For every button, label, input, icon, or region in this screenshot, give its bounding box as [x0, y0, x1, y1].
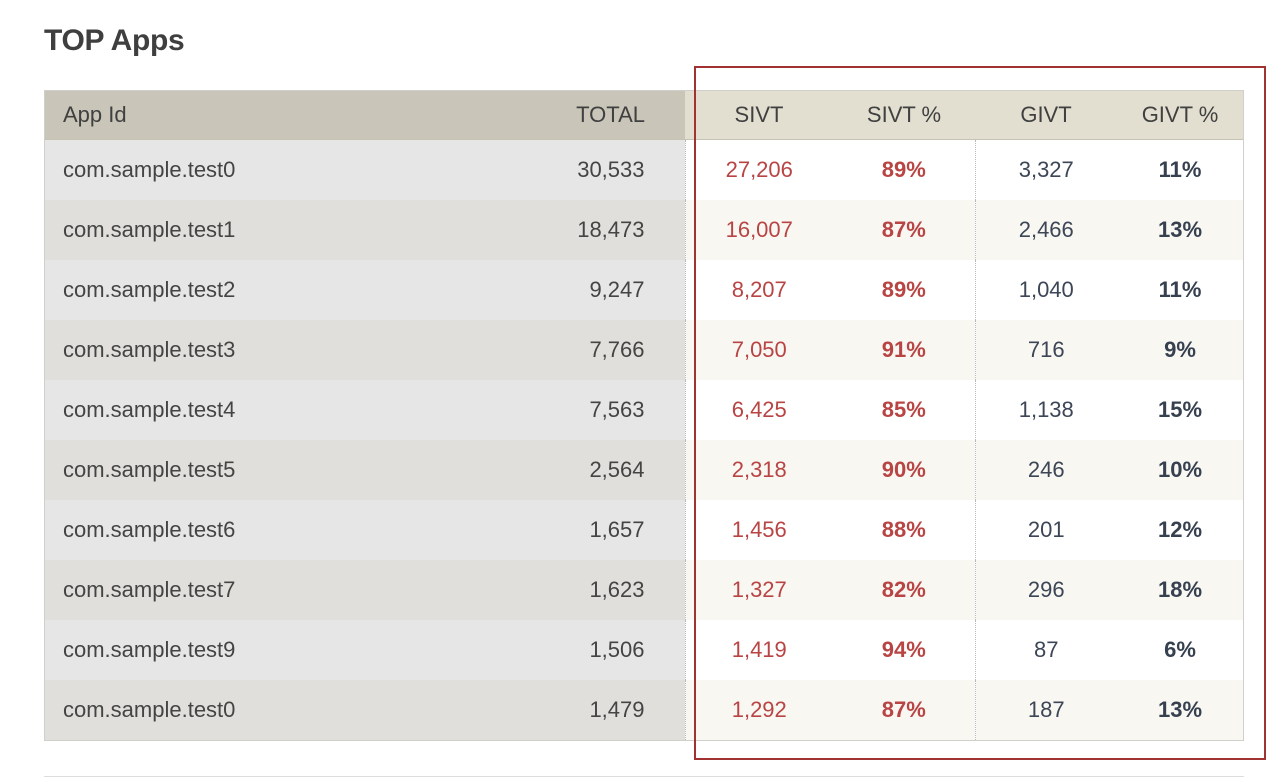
cell-sivt: 6,425	[684, 380, 833, 440]
cell-app-id: com.sample.test1	[45, 200, 515, 260]
cell-givt-pct: 6%	[1117, 620, 1243, 680]
cell-total: 7,766	[515, 320, 685, 380]
cell-app-id: com.sample.test9	[45, 620, 515, 680]
cell-givt-pct: 9%	[1117, 320, 1243, 380]
cell-givt-pct: 15%	[1117, 380, 1243, 440]
cell-givt: 1,138	[974, 380, 1117, 440]
column-header-app-id[interactable]: App Id	[45, 91, 515, 140]
cell-sivt: 27,206	[684, 139, 833, 200]
cell-app-id: com.sample.test4	[45, 380, 515, 440]
cell-sivt-pct: 87%	[833, 200, 975, 260]
cell-givt: 87	[974, 620, 1117, 680]
table-body: com.sample.test0 30,533 27,206 89% 3,327 11% c…	[45, 139, 1243, 740]
cell-givt-pct: 18%	[1117, 560, 1243, 620]
cell-givt: 187	[974, 680, 1117, 740]
cell-givt: 1,040	[974, 260, 1117, 320]
cell-sivt-pct: 89%	[833, 260, 975, 320]
column-header-givt[interactable]: GIVT	[975, 91, 1117, 140]
cell-sivt-pct: 90%	[833, 440, 975, 500]
column-header-sivt[interactable]: SIVT	[685, 91, 833, 140]
cell-total: 1,479	[515, 680, 685, 740]
cell-sivt-pct: 87%	[833, 680, 975, 740]
cell-app-id: com.sample.test3	[45, 320, 515, 380]
table-row[interactable]: com.sample.test2 9,247 8,207 89% 1,040 11%	[45, 260, 1243, 320]
cell-givt-pct: 13%	[1117, 680, 1243, 740]
top-apps-table: App Id TOTAL SIVT SIVT % GIVT GIVT % com…	[44, 90, 1244, 741]
cell-sivt-pct: 94%	[833, 620, 975, 680]
table-row[interactable]: com.sample.test3 7,766 7,050 91% 716 9%	[45, 320, 1243, 380]
cell-sivt: 1,292	[684, 680, 833, 740]
cell-app-id: com.sample.test5	[45, 440, 515, 500]
cell-total: 2,564	[515, 440, 685, 500]
cell-givt: 716	[974, 320, 1117, 380]
apps-table: App Id TOTAL SIVT SIVT % GIVT GIVT % com…	[45, 91, 1243, 740]
cell-givt-pct: 11%	[1117, 139, 1243, 200]
cell-total: 1,623	[515, 560, 685, 620]
cell-app-id: com.sample.test0	[45, 139, 515, 200]
cell-app-id: com.sample.test2	[45, 260, 515, 320]
column-header-total[interactable]: TOTAL	[515, 91, 685, 140]
table-row[interactable]: com.sample.test9 1,506 1,419 94% 87 6%	[45, 620, 1243, 680]
cell-givt-pct: 10%	[1117, 440, 1243, 500]
cell-sivt: 16,007	[684, 200, 833, 260]
table-row[interactable]: com.sample.test7 1,623 1,327 82% 296 18%	[45, 560, 1243, 620]
cell-total: 9,247	[515, 260, 685, 320]
cell-givt: 201	[974, 500, 1117, 560]
cell-sivt: 8,207	[684, 260, 833, 320]
cell-givt: 246	[974, 440, 1117, 500]
cell-total: 1,657	[515, 500, 685, 560]
divider	[44, 776, 1244, 777]
column-header-sivt-pct[interactable]: SIVT %	[833, 91, 975, 140]
cell-app-id: com.sample.test6	[45, 500, 515, 560]
cell-sivt-pct: 85%	[833, 380, 975, 440]
cell-sivt-pct: 88%	[833, 500, 975, 560]
table-row[interactable]: com.sample.test5 2,564 2,318 90% 246 10%	[45, 440, 1243, 500]
cell-sivt: 1,419	[684, 620, 833, 680]
cell-sivt-pct: 91%	[833, 320, 975, 380]
column-header-givt-pct[interactable]: GIVT %	[1117, 91, 1243, 140]
cell-givt: 2,466	[974, 200, 1117, 260]
cell-givt: 3,327	[974, 139, 1117, 200]
cell-givt: 296	[974, 560, 1117, 620]
cell-total: 30,533	[515, 139, 685, 200]
table-row[interactable]: com.sample.test4 7,563 6,425 85% 1,138 15%	[45, 380, 1243, 440]
cell-sivt-pct: 89%	[833, 139, 975, 200]
cell-sivt: 1,327	[684, 560, 833, 620]
table-row[interactable]: com.sample.test6 1,657 1,456 88% 201 12%	[45, 500, 1243, 560]
cell-sivt: 7,050	[684, 320, 833, 380]
cell-app-id: com.sample.test7	[45, 560, 515, 620]
cell-app-id: com.sample.test0	[45, 680, 515, 740]
table-row[interactable]: com.sample.test0 30,533 27,206 89% 3,327 11%	[45, 139, 1243, 200]
table-row[interactable]: com.sample.test1 18,473 16,007 87% 2,466 13%	[45, 200, 1243, 260]
cell-givt-pct: 12%	[1117, 500, 1243, 560]
table-row[interactable]: com.sample.test0 1,479 1,292 87% 187 13%	[45, 680, 1243, 740]
cell-sivt: 2,318	[684, 440, 833, 500]
cell-sivt-pct: 82%	[833, 560, 975, 620]
cell-total: 7,563	[515, 380, 685, 440]
cell-total: 18,473	[515, 200, 685, 260]
cell-total: 1,506	[515, 620, 685, 680]
page-title: TOP Apps	[44, 24, 185, 57]
cell-sivt: 1,456	[684, 500, 833, 560]
cell-givt-pct: 11%	[1117, 260, 1243, 320]
cell-givt-pct: 13%	[1117, 200, 1243, 260]
table-header-row: App Id TOTAL SIVT SIVT % GIVT GIVT %	[45, 91, 1243, 140]
